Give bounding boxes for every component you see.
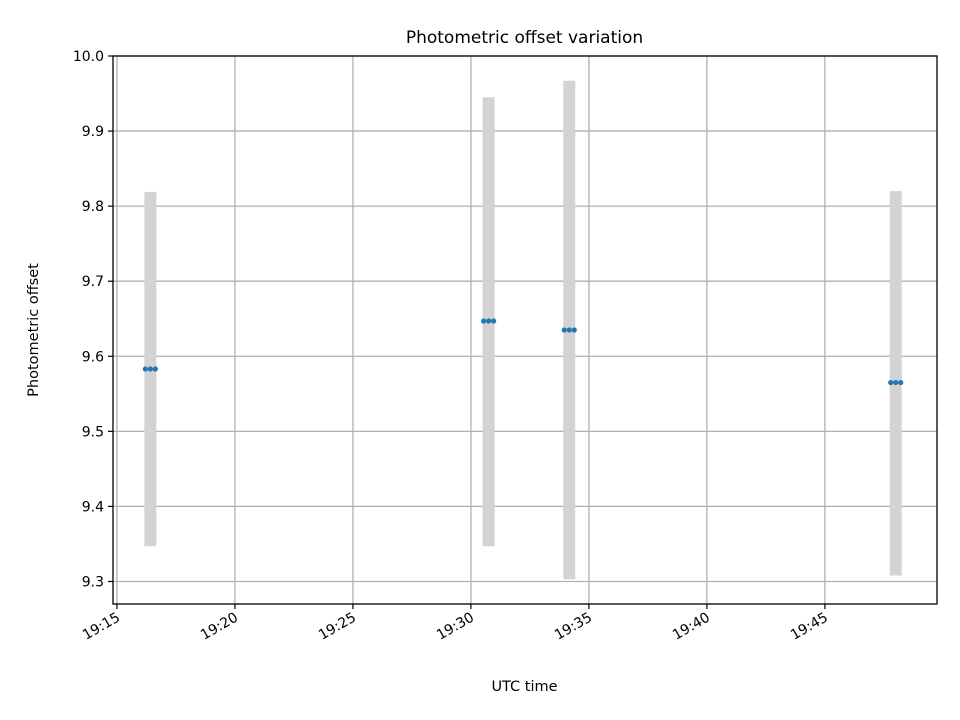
- y-tick-label: 9.8: [82, 199, 104, 215]
- data-point: [571, 327, 577, 333]
- data-point: [142, 366, 148, 372]
- plot-frame: [112, 55, 938, 605]
- data-point: [888, 379, 894, 386]
- data-point: [147, 366, 153, 372]
- data-point: [566, 327, 572, 333]
- y-tick-label: 9.9: [82, 124, 104, 140]
- y-tick-label: 9.5: [82, 424, 104, 440]
- y-axis-label: Photometric offset: [26, 263, 42, 397]
- data-point: [152, 366, 158, 372]
- data-points: [142, 318, 904, 386]
- x-axis-label: UTC time: [491, 679, 557, 695]
- data-point: [561, 327, 567, 333]
- y-axis-ticks: 9.3 9.4 9.5 9.6 9.7 9.8 9.9 10.0: [73, 49, 113, 590]
- data-point: [893, 379, 899, 386]
- data-point: [486, 318, 492, 324]
- y-tick-label: 9.7: [82, 274, 104, 290]
- data-point: [481, 318, 487, 324]
- grid-lines: [113, 55, 937, 604]
- data-point: [898, 379, 904, 386]
- chart-title: Photometric offset variation: [406, 28, 643, 48]
- y-tick-label: 9.3: [82, 574, 104, 590]
- y-tick-label: 9.4: [82, 499, 104, 515]
- y-tick-label: 9.6: [82, 349, 104, 365]
- data-point: [491, 318, 497, 324]
- y-tick-label: 10.0: [73, 49, 104, 65]
